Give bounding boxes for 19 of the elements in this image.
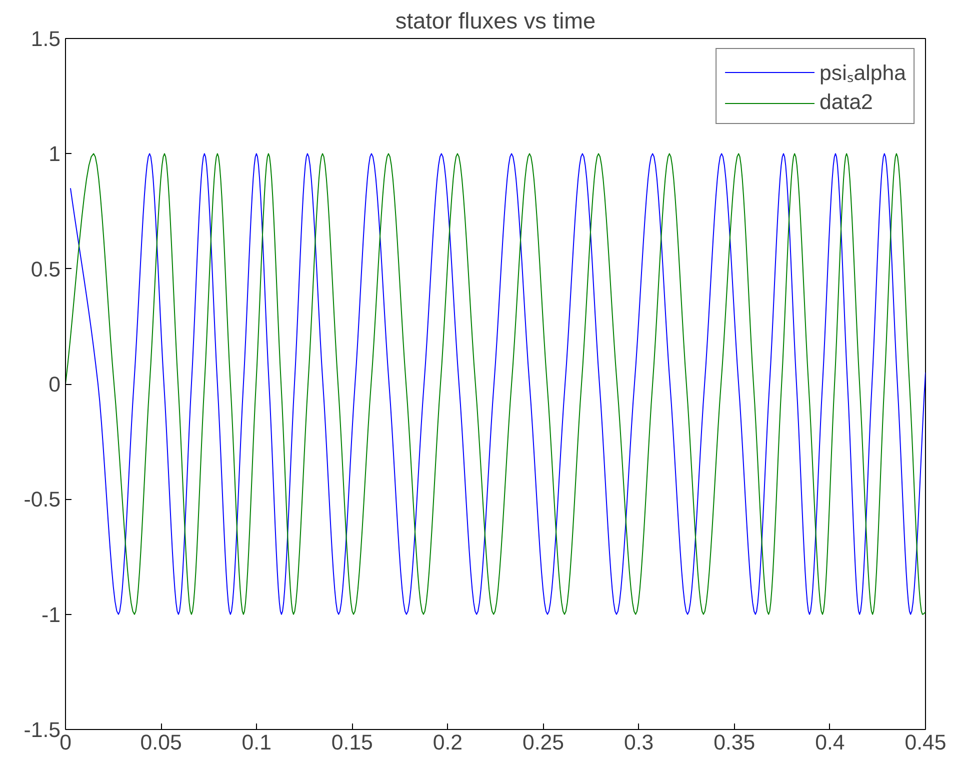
y-tick-label: -0.5	[24, 488, 61, 512]
x-tick-label: 0.25	[522, 730, 564, 754]
x-tick-label: 0.4	[815, 730, 845, 754]
y-tick-label: 1	[48, 142, 61, 166]
legend-label: data2	[820, 90, 873, 115]
x-tick-label: 0.45	[904, 730, 946, 754]
x-tick-label: 0.15	[331, 730, 373, 754]
x-tick-label: 0.05	[140, 730, 182, 754]
y-tick-label: 0	[48, 372, 61, 396]
x-tick-label: 0.3	[624, 730, 654, 754]
y-tick-label: 0.5	[30, 257, 61, 282]
y-tick-label: -1.5	[24, 718, 61, 742]
chart-title: stator fluxes vs time	[395, 8, 596, 34]
x-tick-label: 0.2	[432, 730, 463, 754]
x-tick-label: 0.35	[714, 730, 756, 754]
legend-label: psiₛalpha	[820, 60, 906, 86]
y-tick-label: -1	[42, 602, 61, 627]
y-tick-label: 1.5	[30, 27, 61, 51]
x-tick-label: 0.1	[242, 730, 272, 754]
